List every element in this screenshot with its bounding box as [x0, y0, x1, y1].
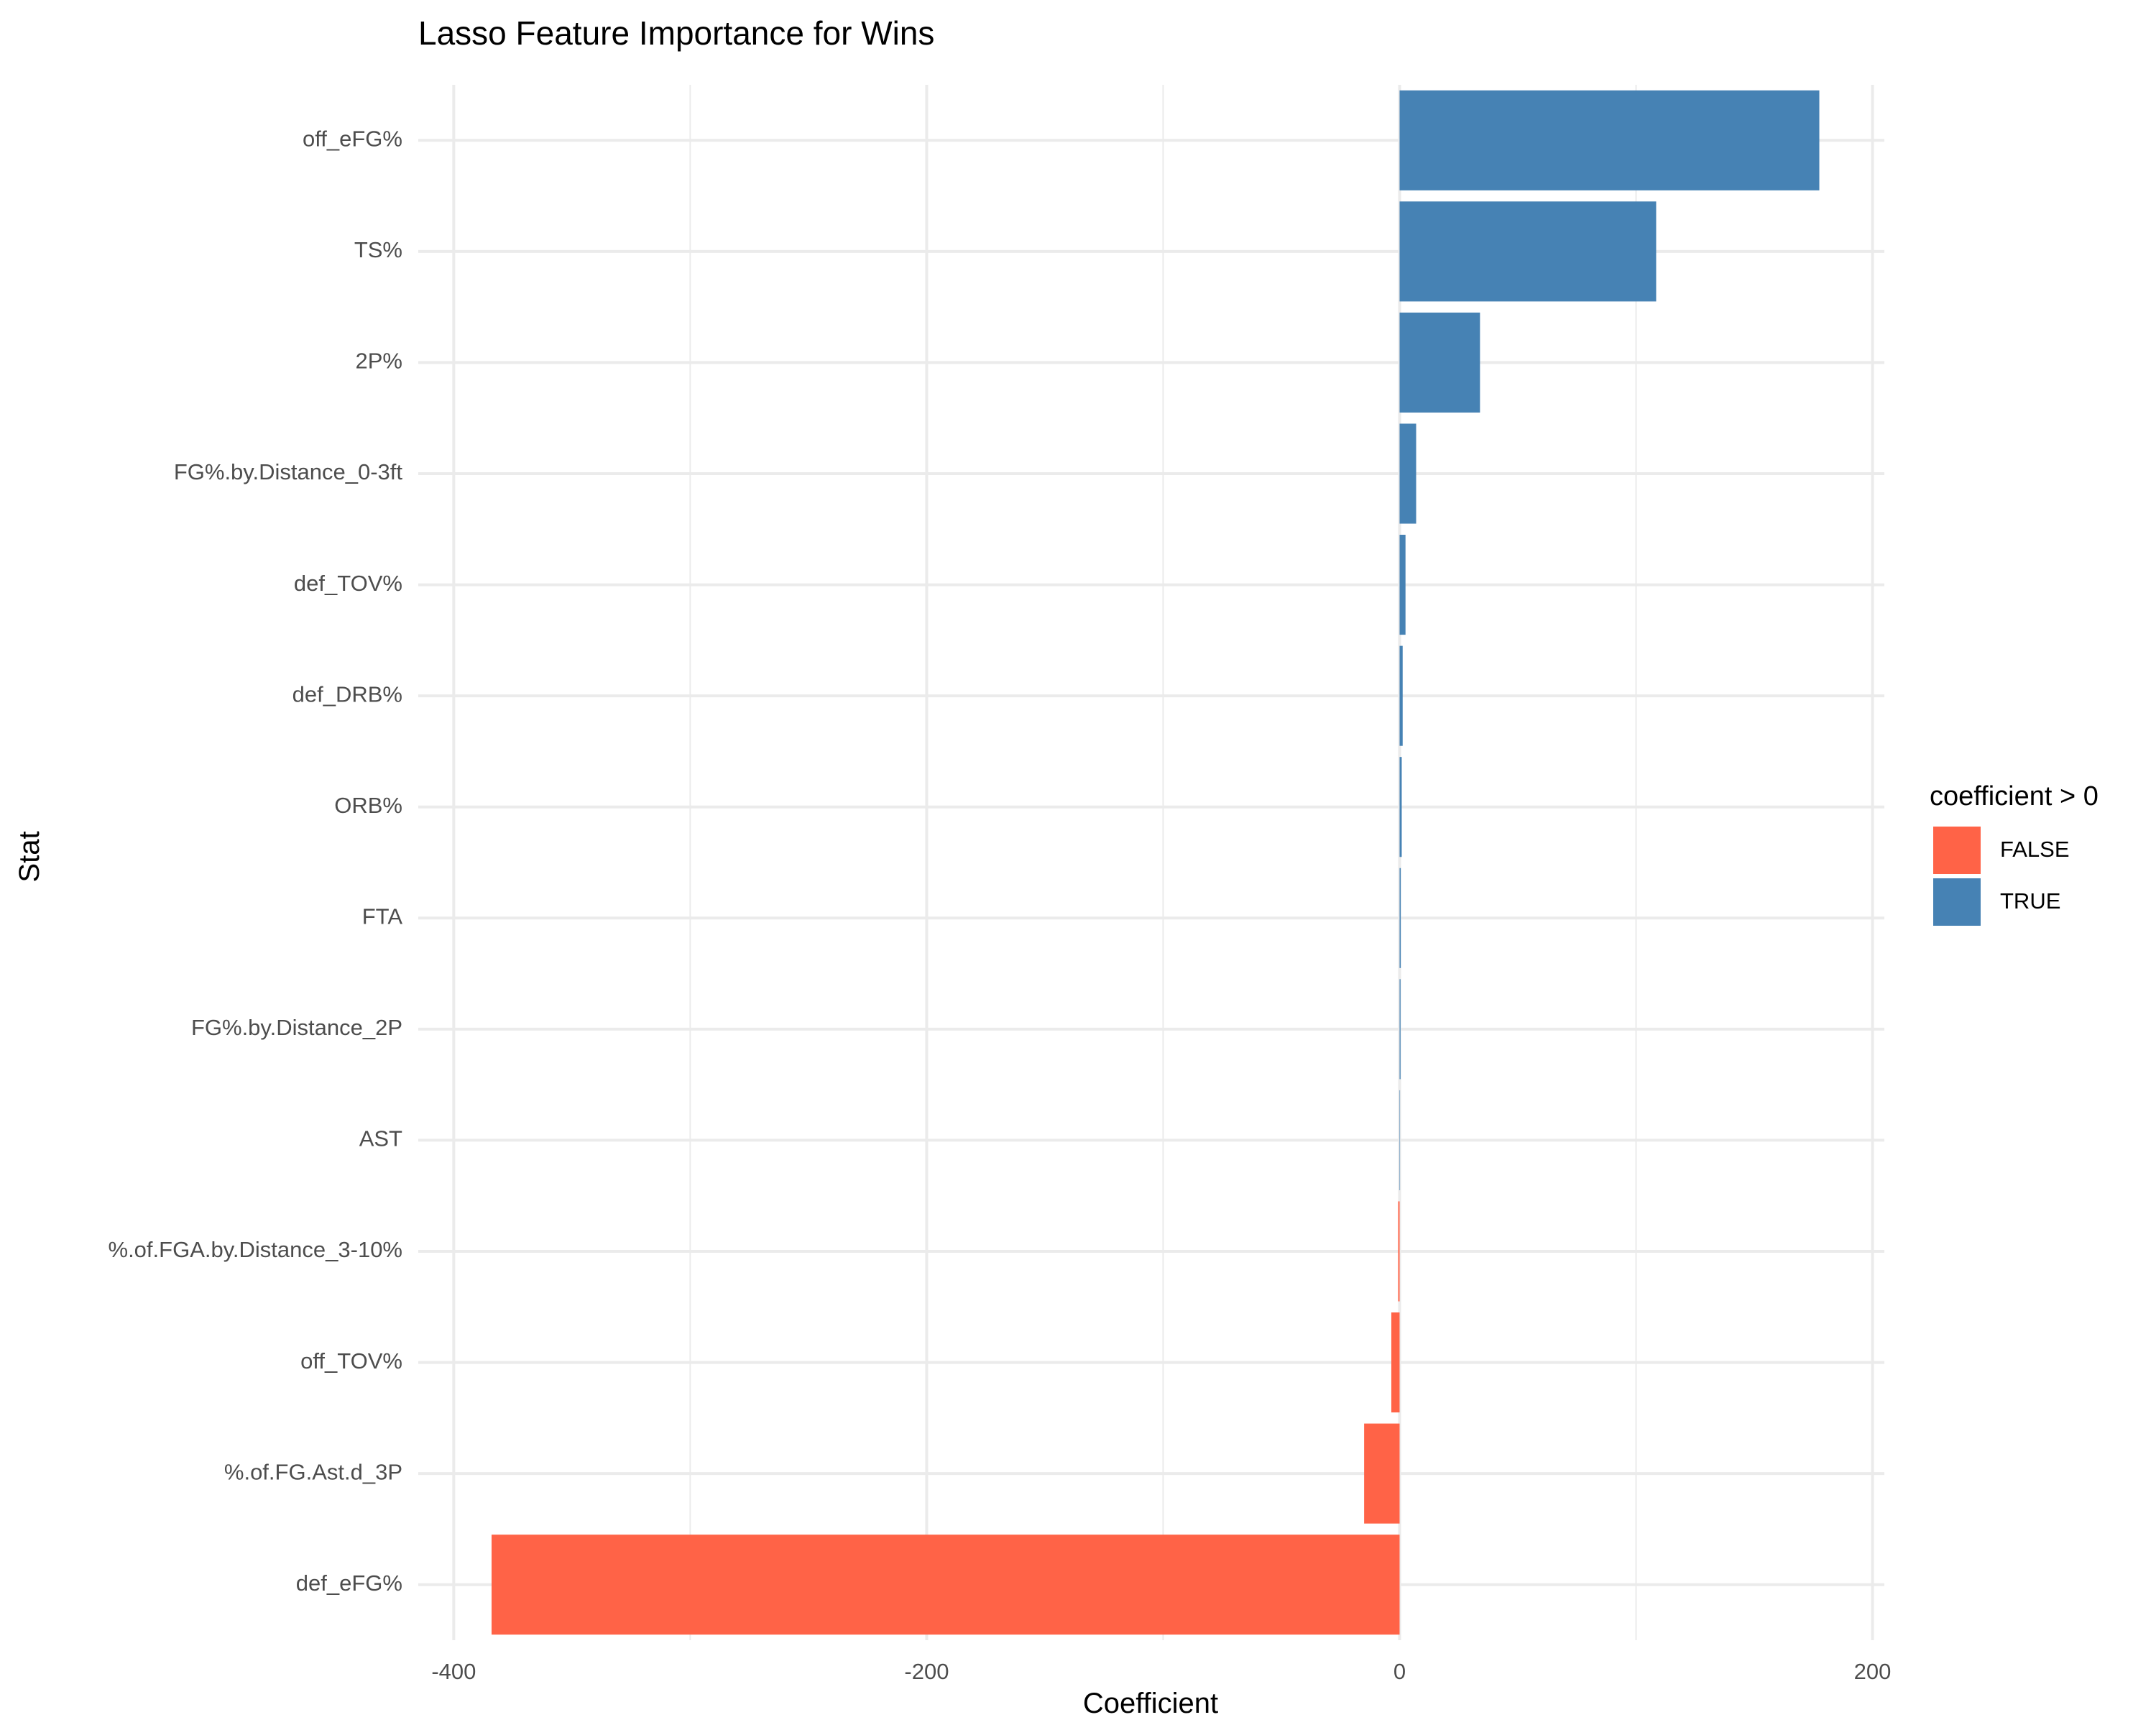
bar--of-fga-by-distance-3-10- — [1398, 1201, 1400, 1302]
y-tick-label: FG%.by.Distance_0-3ft — [174, 459, 403, 484]
y-tick-label: FTA — [362, 903, 403, 929]
y-tick-label: TS% — [354, 237, 402, 262]
bar-fg-by-distance-0-3ft — [1399, 423, 1416, 524]
y-tick-label: %.of.FGA.by.Distance_3-10% — [109, 1237, 403, 1262]
y-axis-title: Stat — [14, 831, 45, 882]
bar-off-tov- — [1391, 1312, 1400, 1413]
x-tick-label: -200 — [904, 1659, 949, 1684]
legend-label-false: FALSE — [2000, 837, 2070, 862]
bar-fta — [1399, 868, 1401, 968]
bar-def-efg- — [492, 1535, 1400, 1635]
bars — [492, 90, 1820, 1635]
y-tick-label: off_TOV% — [300, 1348, 402, 1374]
legend-key-true — [1933, 878, 1981, 926]
x-tick-labels: -400 -200 0 200 — [431, 1659, 1891, 1684]
bar-fg-by-distance-2p — [1399, 979, 1401, 1080]
y-tick-label: off_eFG% — [303, 126, 402, 151]
y-tick-label: def_TOV% — [294, 571, 402, 596]
x-tick-label: 0 — [1393, 1659, 1406, 1684]
bar--of-fg-ast-d-3p — [1364, 1423, 1400, 1524]
y-tick-label: def_DRB% — [292, 681, 402, 707]
legend-label-true: TRUE — [2000, 888, 2060, 914]
legend-key-false — [1933, 827, 1981, 874]
bar-def-drb- — [1399, 645, 1403, 746]
y-tick-label: 2P% — [356, 349, 402, 374]
grid — [418, 85, 1884, 1640]
bar-orb- — [1399, 757, 1402, 857]
x-tick-label: 200 — [1854, 1659, 1892, 1684]
y-tick-labels: off_eFG% TS% 2P% FG%.by.Distance_0-3ft def_T… — [109, 126, 403, 1595]
x-tick-label: -400 — [431, 1659, 476, 1684]
y-tick-label: %.of.FG.Ast.d_3P — [224, 1459, 402, 1484]
bar-off-efg- — [1399, 90, 1820, 190]
bar-2p- — [1399, 312, 1480, 413]
y-tick-label: FG%.by.Distance_2P — [191, 1015, 402, 1040]
y-tick-label: ORB% — [334, 793, 402, 818]
bar-ts- — [1399, 201, 1657, 302]
bar-def-tov- — [1399, 535, 1406, 635]
x-axis-title: Coefficient — [1083, 1688, 1218, 1719]
legend-title: coefficient > 0 — [1930, 781, 2099, 811]
bar-ast — [1399, 1090, 1401, 1190]
y-tick-label: AST — [359, 1126, 402, 1151]
y-tick-label: def_eFG% — [296, 1570, 402, 1596]
chart-title: Lasso Feature Importance for Wins — [418, 14, 934, 52]
legend: coefficient > 0 FALSE TRUE — [1930, 781, 2099, 926]
